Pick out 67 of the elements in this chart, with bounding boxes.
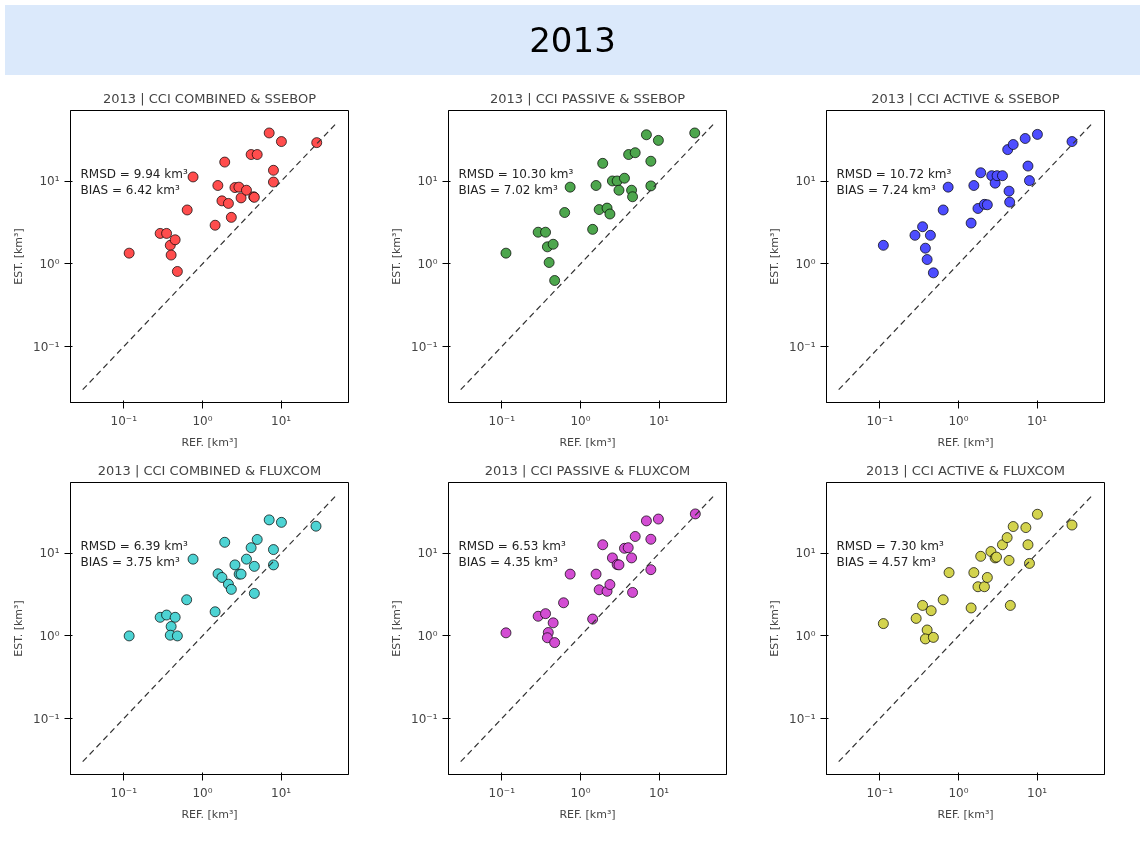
y-axis-title: EST. [km³] (12, 228, 26, 285)
y-tick-label: 10¹ (417, 174, 438, 189)
y-tick-label: 10⁰ (39, 256, 60, 271)
chart-title: 2013 | CCI COMBINED & FLUXCOM (97, 462, 322, 478)
x-tick-label: 10¹ (1027, 785, 1048, 800)
y-tick-label: 10⁻¹ (789, 339, 816, 354)
x-axis-title: REF. [km³] (181, 807, 238, 821)
annotation: RMSD = 10.30 km³ (458, 166, 574, 181)
x-tick-label: 10¹ (271, 785, 292, 800)
y-tick-label: 10⁰ (39, 628, 60, 643)
x-tick-label: 10⁻¹ (866, 785, 894, 800)
annotation: BIAS = 7.24 km³ (836, 182, 936, 197)
y-tick-label: 10⁻¹ (789, 711, 816, 726)
chart-title: 2013 | CCI PASSIVE & FLUXCOM (484, 462, 691, 478)
x-tick-label: 10¹ (649, 785, 670, 800)
y-axis-title: EST. [km³] (12, 600, 26, 657)
chart-title: 2013 | CCI COMBINED & SSEBOP (103, 90, 317, 106)
x-tick-label: 10⁰ (192, 413, 213, 428)
x-axis-title: REF. [km³] (937, 807, 994, 821)
x-tick-label: 10¹ (271, 413, 292, 428)
y-tick-label: 10¹ (39, 174, 60, 189)
x-tick-label: 10⁰ (948, 785, 969, 800)
x-axis-title: REF. [km³] (181, 435, 238, 449)
x-tick-label: 10⁰ (570, 413, 591, 428)
x-tick-label: 10⁰ (570, 785, 591, 800)
x-tick-label: 10⁻¹ (488, 413, 516, 428)
annotation: BIAS = 6.42 km³ (80, 182, 180, 197)
y-tick-label: 10⁻¹ (411, 339, 438, 354)
x-tick-label: 10⁻¹ (866, 413, 894, 428)
x-tick-label: 10¹ (1027, 413, 1048, 428)
y-axis-title: EST. [km³] (768, 600, 782, 657)
x-tick-label: 10⁻¹ (488, 785, 516, 800)
y-axis-title: EST. [km³] (768, 228, 782, 285)
x-tick-label: 10⁰ (192, 785, 213, 800)
y-tick-label: 10⁰ (795, 256, 816, 271)
x-tick-label: 10⁻¹ (110, 785, 138, 800)
x-tick-label: 10⁻¹ (110, 413, 138, 428)
y-tick-label: 10⁰ (795, 628, 816, 643)
y-tick-label: 10⁻¹ (33, 711, 60, 726)
annotation: BIAS = 7.02 km³ (458, 182, 558, 197)
annotation: RMSD = 6.53 km³ (458, 538, 566, 553)
y-tick-label: 10⁻¹ (33, 339, 60, 354)
x-axis-title: REF. [km³] (559, 807, 616, 821)
y-tick-label: 10¹ (795, 546, 816, 561)
y-axis-title: EST. [km³] (390, 228, 404, 285)
y-tick-label: 10¹ (39, 546, 60, 561)
chart-title: 2013 | CCI ACTIVE & FLUXCOM (866, 462, 1065, 478)
annotation: BIAS = 4.35 km³ (458, 554, 558, 569)
annotation: RMSD = 9.94 km³ (80, 166, 188, 181)
x-axis-title: REF. [km³] (559, 435, 616, 449)
annotation: RMSD = 10.72 km³ (836, 166, 952, 181)
chart-title: 2013 | CCI PASSIVE & SSEBOP (489, 90, 686, 106)
y-tick-label: 10¹ (417, 546, 438, 561)
x-tick-label: 10¹ (649, 413, 670, 428)
annotation: BIAS = 3.75 km³ (80, 554, 180, 569)
annotation: RMSD = 7.30 km³ (836, 538, 944, 553)
y-tick-label: 10¹ (795, 174, 816, 189)
x-tick-label: 10⁰ (948, 413, 969, 428)
annotation: RMSD = 6.39 km³ (80, 538, 188, 553)
text: 2013 (529, 19, 616, 62)
y-tick-label: 10⁰ (417, 256, 438, 271)
y-tick-label: 10⁰ (417, 628, 438, 643)
y-tick-label: 10⁻¹ (411, 711, 438, 726)
chart-title: 2013 | CCI ACTIVE & SSEBOP (871, 90, 1060, 106)
y-axis-title: EST. [km³] (390, 600, 404, 657)
annotation: BIAS = 4.57 km³ (836, 554, 936, 569)
x-axis-title: REF. [km³] (937, 435, 994, 449)
